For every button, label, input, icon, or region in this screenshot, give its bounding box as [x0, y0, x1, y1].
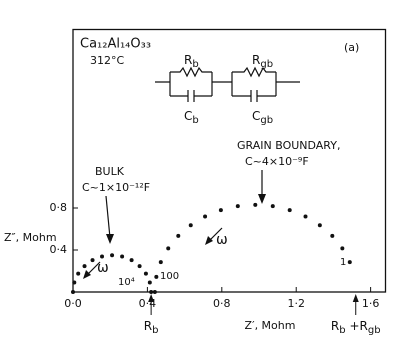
data-point — [71, 290, 75, 294]
subscript: b — [192, 59, 198, 70]
rich-label: Rb — [184, 53, 199, 71]
circuit — [155, 66, 300, 102]
x-axis-label: Z′, Mohm — [245, 319, 296, 332]
data-point — [317, 223, 322, 228]
y-axis-label: Z″, Mohm — [4, 231, 57, 244]
data-point — [270, 204, 275, 209]
bulk-arrow — [105, 195, 111, 239]
marker-arrowhead — [352, 294, 359, 302]
gb-arrowhead — [258, 194, 266, 204]
rich-label: Cgb — [252, 109, 273, 127]
data-point — [166, 246, 171, 251]
data-point — [120, 254, 125, 259]
gb-capacitance: C~4×10⁻⁹F — [245, 155, 309, 168]
data-point — [76, 271, 81, 276]
rich-label: Rb — [144, 319, 159, 337]
data-point — [176, 233, 181, 238]
data-point — [218, 208, 223, 213]
formula: Ca₁₂Al₁₄O₃₃ — [80, 37, 151, 52]
rich-label: Rb +Rgb — [331, 319, 381, 337]
marker-arrowhead — [148, 294, 155, 302]
subscript: gb — [260, 59, 273, 70]
frequency-label: 1 — [340, 257, 346, 268]
y-tick-label: 0·8 — [50, 201, 68, 214]
omega-arrowhead-2 — [205, 236, 213, 245]
data-point — [203, 214, 208, 219]
data-point — [129, 258, 134, 263]
data-point — [253, 202, 258, 207]
x-tick-label: 0·8 — [213, 297, 231, 310]
subscript: gb — [368, 325, 381, 336]
data-point — [347, 260, 352, 265]
omega: ω — [97, 260, 109, 276]
bulk-label: BULK — [95, 165, 125, 178]
label-text: R — [144, 319, 152, 333]
bulk-capacitance: C~1×10⁻¹²F — [82, 181, 150, 194]
label-text: R — [184, 53, 192, 67]
label-text: C — [184, 109, 192, 123]
data-point — [110, 253, 115, 258]
label-text: +R — [346, 319, 368, 333]
subscript: gb — [260, 115, 273, 126]
rich-label: Rgb — [252, 53, 273, 71]
omega: ω — [216, 232, 228, 248]
data-point — [340, 246, 345, 251]
data-point — [147, 280, 152, 285]
data-point — [82, 264, 87, 269]
data-point — [137, 264, 142, 269]
subscript: b — [339, 325, 345, 336]
data-point — [235, 204, 240, 209]
data-point — [303, 214, 308, 219]
data-point — [90, 258, 95, 263]
subscript: b — [192, 115, 198, 126]
data-point — [158, 260, 163, 265]
x-tick-label: 1·6 — [362, 297, 380, 310]
label-text: R — [252, 53, 260, 67]
arrows — [83, 170, 266, 279]
data-point — [143, 271, 148, 276]
rich-label: Cb — [184, 109, 199, 127]
subscript: b — [152, 325, 158, 336]
frequency-label: 100 — [160, 271, 179, 282]
data-point — [287, 208, 292, 213]
data-point — [100, 254, 105, 259]
data-point — [330, 233, 335, 238]
gb-label: GRAIN BOUNDARY, — [237, 139, 340, 152]
omega-arrowhead-1 — [83, 270, 91, 279]
frequency-label: 10⁴ — [118, 277, 135, 288]
panel-label: (a) — [344, 41, 359, 54]
data-point — [154, 274, 159, 279]
bulk-arrowhead — [106, 234, 114, 244]
data-point — [149, 290, 154, 294]
temperature: 312°C — [90, 54, 124, 67]
x-tick-label: 0·4 — [139, 297, 157, 310]
x-tick-label: 0·0 — [64, 297, 82, 310]
label-text: C — [252, 109, 260, 123]
data-point — [188, 223, 193, 228]
data-point — [72, 280, 77, 285]
circuit-wires — [155, 66, 300, 102]
plot-frame — [72, 28, 387, 293]
y-tick-label: 0·4 — [50, 243, 68, 256]
label-text: R — [331, 319, 339, 333]
data-point — [152, 290, 157, 294]
x-tick-label: 1·2 — [287, 297, 305, 310]
